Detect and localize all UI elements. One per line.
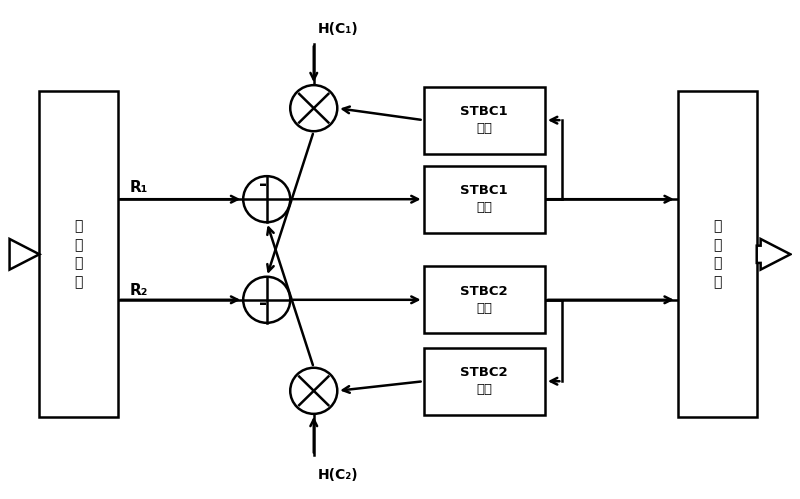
Text: 接
收
矢
量: 接 收 矢 量 — [74, 220, 82, 289]
Text: R₁: R₁ — [130, 180, 148, 195]
Text: H(C₁): H(C₁) — [318, 22, 358, 36]
Text: -: - — [259, 294, 267, 313]
Text: 并
串
变
换: 并 串 变 换 — [714, 220, 722, 289]
Ellipse shape — [243, 277, 290, 323]
Text: STBC1
译码: STBC1 译码 — [461, 184, 508, 214]
Text: STBC2
译码: STBC2 译码 — [461, 285, 508, 315]
Ellipse shape — [290, 368, 338, 414]
Ellipse shape — [290, 85, 338, 131]
Text: R₂: R₂ — [130, 283, 148, 298]
Polygon shape — [10, 239, 39, 269]
Text: H(C₂): H(C₂) — [318, 468, 358, 482]
FancyBboxPatch shape — [39, 91, 118, 417]
Ellipse shape — [243, 176, 290, 222]
FancyBboxPatch shape — [423, 266, 545, 333]
FancyBboxPatch shape — [423, 348, 545, 415]
Text: STBC1
偏码: STBC1 偏码 — [461, 105, 508, 135]
FancyBboxPatch shape — [678, 91, 757, 417]
Text: -: - — [259, 175, 267, 194]
FancyBboxPatch shape — [423, 166, 545, 233]
Polygon shape — [757, 239, 790, 269]
Text: STBC2
偏码: STBC2 偏码 — [461, 366, 508, 396]
FancyBboxPatch shape — [423, 87, 545, 154]
